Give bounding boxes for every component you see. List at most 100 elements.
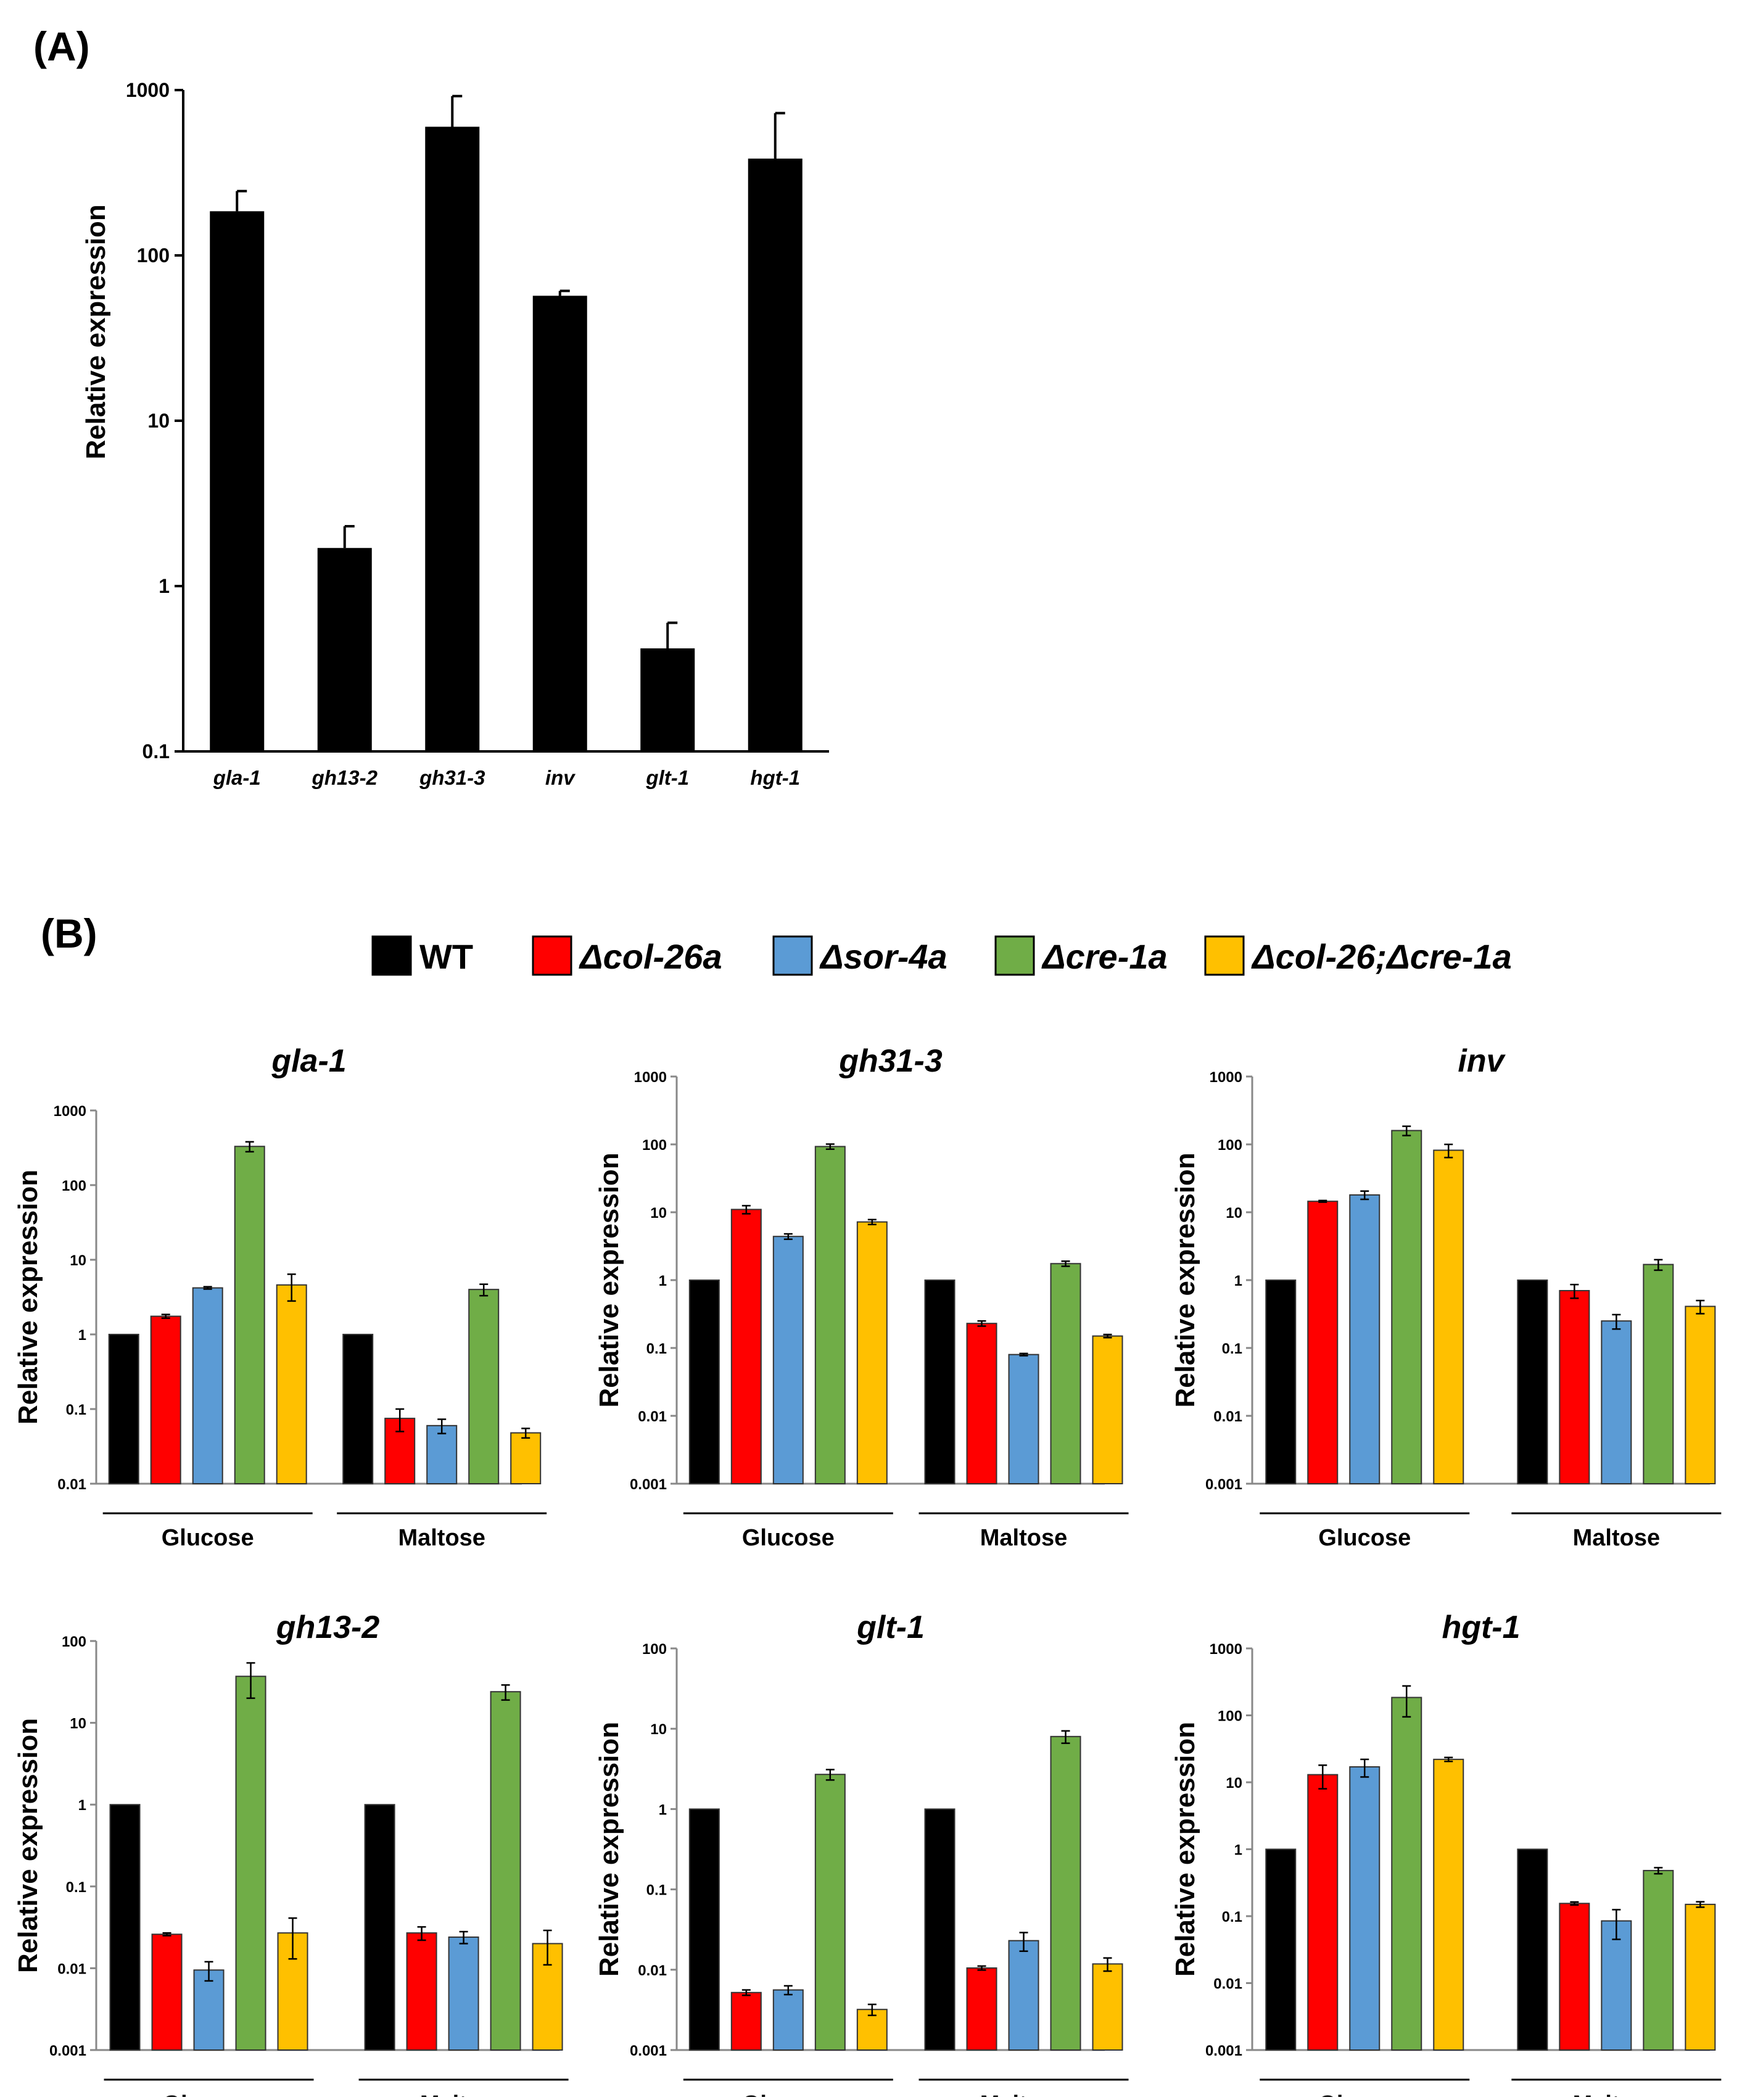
bar-gh31-3-maltose-dcre-1a <box>1050 1263 1081 1485</box>
bar-inv-maltose-dcre-1a <box>1643 1263 1674 1485</box>
bar-hgt-1-maltose-dcol-26a <box>1559 1903 1590 2051</box>
y-tick-label: 0.1 <box>646 1341 667 1357</box>
chart-title-inv: inv <box>1458 1043 1506 1079</box>
bar-inv-glucose-dcre-1a <box>1391 1130 1422 1484</box>
category-label-inv: inv <box>545 766 576 789</box>
y-tick-label: 100 <box>642 1137 667 1154</box>
bar-gh31-3-glucose-dcre-1a <box>814 1146 846 1485</box>
y-tick-label: 100 <box>642 1641 667 1658</box>
bar-glt-1-maltose-dcol-26-dcre-1a <box>1092 1963 1123 2051</box>
group-label-glucose: Glucose <box>163 2091 255 2097</box>
y-tick-label: 1000 <box>1210 1069 1242 1086</box>
panel-b-label: (B) <box>41 911 97 956</box>
bar-gla-1-glucose-dcre-1a <box>234 1146 265 1484</box>
y-tick-label: 10 <box>650 1721 667 1738</box>
y-tick-label: 10 <box>70 1252 86 1269</box>
bar-glt-1-maltose-dcol-26a <box>966 1967 997 2051</box>
category-label-gh31-3: gh31-3 <box>419 766 485 789</box>
bar-gh31-3-maltose-dcol-26-dcre-1a <box>1092 1335 1123 1484</box>
y-tick-label: 1000 <box>54 1103 86 1120</box>
bar-hgt-1-glucose-dsor-4a <box>1349 1766 1381 2051</box>
bar-hgt-1-glucose-dcol-26-dcre-1a <box>1433 1758 1464 2051</box>
y-tick-label: 0.01 <box>638 1962 667 1979</box>
y-tick-label: 10 <box>1226 1205 1242 1222</box>
legend: WT Δcol-26a Δsor-4a Δcre-1a Δcol-26;Δcre-1a <box>371 935 1512 976</box>
bar-gh31-3-maltose-dcol-26a <box>966 1323 997 1485</box>
bar-gh13-2-glucose-dsor-4a <box>193 1969 225 2051</box>
chart-gh13-2: gh13-2 Relative expression 0.001 0.01 0.1 1 10… <box>13 1610 569 2100</box>
group-label-maltose: Maltose <box>398 1525 485 1551</box>
y-axis-title-glt-1: Relative expression <box>594 1722 624 1977</box>
y-tick-label: 0.1 <box>1222 1909 1242 1925</box>
y-tick-label: 10 <box>650 1205 667 1222</box>
bar-gh31-3-glucose-dcol-26a <box>730 1209 762 1484</box>
bar-inv-glucose-dcol-26a <box>1307 1201 1339 1484</box>
bar-inv-maltose-wt <box>1517 1279 1548 1484</box>
chart-title-gh13-2: gh13-2 <box>276 1610 380 1645</box>
y-tick-label: 1 <box>1234 1842 1242 1859</box>
bar-gh31-3-maltose-wt <box>924 1279 955 1484</box>
bar-gh13-2 <box>317 548 372 751</box>
bar-gla-1-maltose-dcre-1a <box>468 1289 500 1484</box>
y-tick-label: 1 <box>659 1801 667 1818</box>
y-tick-label: 10 <box>70 1716 86 1732</box>
legend-swatch-wt <box>371 935 412 976</box>
bar-hgt-1-glucose-dcre-1a <box>1391 1697 1422 2051</box>
chart-hgt-1: hgt-1 Relative expression 0.001 0.01 0.1 1 10 1… <box>1170 1610 1722 2100</box>
y-axis-title-inv: Relative expression <box>1170 1152 1200 1407</box>
y-tick-label: 10 <box>1226 1775 1242 1792</box>
chart-inv: inv Relative expression 0.001 0.01 0.1 1 10 100… <box>1170 1043 1722 1551</box>
legend-label-dcre-1a: Δcre-1a <box>1041 937 1168 976</box>
category-label-glt-1: glt-1 <box>645 766 689 789</box>
bar-gh13-2-glucose-wt <box>109 1804 141 2051</box>
y-tick-label: 0.01 <box>1213 1408 1242 1425</box>
y-tick-label: 0.1 <box>1222 1341 1242 1357</box>
y-tick-label: 0.01 <box>1213 1976 1242 1993</box>
bar-glt-1-glucose-wt <box>688 1808 720 2051</box>
y-tick-label: 100 <box>62 1634 86 1650</box>
legend-label-dcol-26-dcre-1a: Δcol-26;Δcre-1a <box>1251 937 1512 976</box>
bar-gh13-2-maltose-dsor-4a <box>448 1936 479 2051</box>
bar-glt-1-maltose-dcre-1a <box>1050 1735 1081 2051</box>
chart-glt-1: glt-1 Relative expression 0.001 0.01 0.1 1 10 1… <box>594 1610 1129 2100</box>
group-label-glucose: Glucose <box>742 2091 835 2097</box>
category-label-gh13-2: gh13-2 <box>312 766 378 789</box>
bar-inv-maltose-dcol-26a <box>1559 1290 1590 1485</box>
bar-gh13-2-glucose-dcol-26a <box>151 1933 183 2051</box>
panel-a-y-tick-label: 100 <box>137 244 170 267</box>
bar-gh13-2-maltose-dcre-1a <box>490 1691 521 2051</box>
chart-title-hgt-1: hgt-1 <box>1442 1610 1520 1645</box>
chart-gla-1: gla-1 Relative expression 0.01 0.1 1 10 100 100… <box>13 1043 547 1551</box>
legend-swatch-dsor-4a <box>772 935 813 976</box>
bar-gla-1 <box>210 211 265 752</box>
panel-a-chart: Relative expression 0.1 1 10 100 1000 gla-1 gh… <box>81 79 829 789</box>
y-axis-title-gh31-3: Relative expression <box>594 1152 624 1407</box>
bar-glt-1 <box>640 648 695 751</box>
bar-hgt-1-glucose-wt <box>1265 1848 1297 2051</box>
chart-gh31-3: gh31-3 Relative expression 0.001 0.01 0.1 1 10… <box>594 1043 1129 1551</box>
bar-glt-1-glucose-dsor-4a <box>772 1989 804 2051</box>
bar-inv-glucose-dcol-26-dcre-1a <box>1433 1149 1464 1484</box>
group-label-glucose: Glucose <box>1318 1525 1411 1551</box>
bar-hgt-1-maltose-dcol-26-dcre-1a <box>1685 1903 1716 2051</box>
y-tick-label: 100 <box>1218 1708 1242 1725</box>
panel-a-y-tick-label: 1000 <box>126 79 170 101</box>
y-tick-label: 1 <box>1234 1273 1242 1289</box>
group-label-maltose: Maltose <box>420 2091 507 2097</box>
y-tick-label: 0.001 <box>49 2043 86 2059</box>
chart-title-glt-1: glt-1 <box>856 1610 925 1645</box>
legend-label-dsor-4a: Δsor-4a <box>819 937 947 976</box>
bar-gh31-3 <box>425 126 480 752</box>
chart-title-gh31-3: gh31-3 <box>838 1043 943 1079</box>
y-tick-label: 0.1 <box>646 1882 667 1899</box>
bar-gla-1-glucose-dcol-26a <box>150 1315 181 1484</box>
y-tick-label: 0.01 <box>57 1476 86 1493</box>
chart-title-gla-1: gla-1 <box>271 1043 346 1079</box>
bar-glt-1-maltose-wt <box>924 1808 955 2051</box>
bar-gh31-3-glucose-dcol-26-dcre-1a <box>856 1221 888 1485</box>
group-label-glucose: Glucose <box>162 1525 254 1551</box>
panel-a-y-tick-label: 10 <box>147 410 170 432</box>
panel-a-y-axis-title: Relative expression <box>81 204 111 459</box>
